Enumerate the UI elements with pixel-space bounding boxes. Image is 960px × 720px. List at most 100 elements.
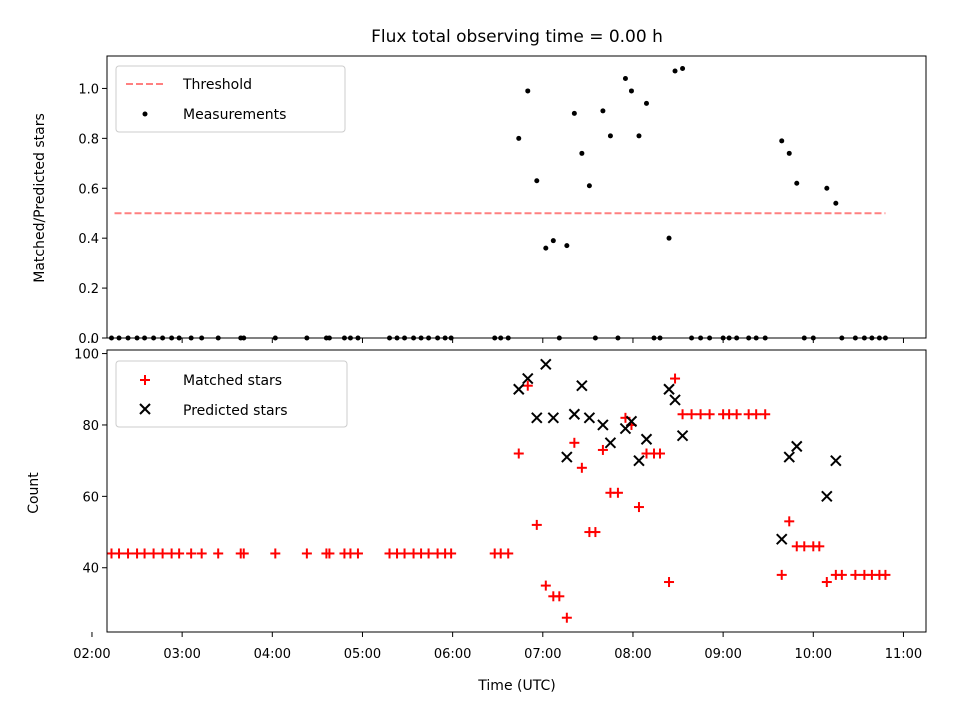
matched-star-point (324, 548, 335, 559)
matched-star-point (695, 409, 706, 420)
bottom-y-ticks: 40 60 80 100 (74, 348, 107, 577)
matched-star-point (597, 444, 608, 455)
x-tick-label: 08:00 (614, 647, 651, 662)
measurement-point (628, 88, 634, 94)
matched-star-point (590, 527, 601, 538)
x-tick-label: 11:00 (885, 647, 922, 662)
matched-star-point (446, 548, 457, 559)
bottom-legend: Matched stars Predicted stars (115, 360, 348, 428)
measurement-point (586, 183, 592, 189)
matched-star-point (399, 548, 410, 559)
matched-star-point (814, 541, 825, 552)
measurement-point (579, 150, 585, 156)
matched-star-point (576, 462, 587, 473)
measurement-point (794, 180, 800, 186)
top-panel: Matched/Predicted stars 0.0 0.2 0.4 0.6 0.8 1… (32, 55, 927, 347)
x-tick-label: 03:00 (163, 647, 200, 662)
top-marks (109, 65, 888, 341)
legend-predicted-label: Predicted stars (183, 403, 288, 419)
matched-star-point (554, 591, 565, 602)
x-tick-label: 04:00 (254, 647, 291, 662)
matched-star-point (686, 409, 697, 420)
measurement-point (600, 108, 606, 114)
top-y-tick-label: 0.4 (78, 232, 99, 247)
top-y-tick-label: 0.2 (78, 282, 99, 297)
matched-star-point (301, 548, 312, 559)
matched-star-point (174, 548, 185, 559)
top-legend: Threshold Measurements (115, 65, 346, 133)
predicted-star-point (561, 451, 573, 463)
top-y-tick-label: 0.8 (78, 132, 99, 147)
top-y-axis-label: Matched/Predicted stars (32, 113, 48, 283)
x-tick-label: 10:00 (795, 647, 832, 662)
matched-star-point (731, 409, 742, 420)
matched-star-point (148, 548, 159, 559)
legend-matched-label: Matched stars (183, 373, 282, 389)
measurement-point (833, 200, 839, 206)
bottom-panel: Count Time (UTC) 40 60 80 100 02:00 03:00 04:… (26, 348, 927, 694)
measurement-point (516, 135, 522, 141)
matched-star-point (821, 577, 832, 588)
predicted-star-point (576, 379, 588, 392)
legend-threshold-label: Threshold (182, 77, 252, 93)
predicted-star-point (597, 419, 609, 431)
measurement-point (672, 68, 678, 74)
predicted-star-point (776, 533, 788, 545)
matched-star-point (114, 548, 125, 559)
matched-star-point (352, 548, 363, 559)
matched-star-point (612, 487, 623, 498)
bottom-legend-box (115, 360, 348, 428)
matched-star-point (664, 577, 675, 588)
legend-measurements-label: Measurements (183, 107, 286, 123)
predicted-star-point (783, 451, 795, 463)
bottom-marks (106, 358, 891, 623)
bottom-y-tick-label: 80 (82, 419, 99, 434)
matched-star-point (123, 548, 134, 559)
matched-star-point (561, 612, 572, 623)
matched-star-point (836, 569, 847, 580)
matched-star-point (784, 516, 795, 527)
top-legend-box (115, 65, 346, 133)
measurement-point (525, 88, 531, 94)
matched-star-point (186, 548, 197, 559)
x-tick-label: 07:00 (524, 647, 561, 662)
bottom-x-ticks: 02:00 03:00 04:00 05:00 06:00 07:00 08:00 09:00… (73, 632, 922, 662)
bottom-y-tick-label: 40 (82, 562, 99, 577)
matched-star-point (569, 437, 580, 448)
measurement-point (571, 110, 577, 116)
matched-star-point (522, 380, 533, 391)
matched-star-point (633, 502, 644, 513)
measurement-point (550, 238, 556, 244)
predicted-star-point (821, 490, 833, 503)
legend-matched-swatch (140, 375, 150, 385)
matched-star-point (270, 548, 281, 559)
top-y-tick-label: 0.0 (78, 332, 99, 347)
legend-predicted-swatch (139, 403, 151, 415)
matched-star-point (213, 548, 224, 559)
predicted-star-point (583, 412, 596, 424)
matched-star-point (799, 541, 810, 552)
matched-star-point (760, 409, 771, 420)
matched-star-point (139, 548, 150, 559)
bottom-y-tick-label: 60 (82, 490, 99, 505)
measurement-point (534, 178, 540, 184)
matched-star-point (503, 548, 514, 559)
matched-star-point (880, 569, 891, 580)
matched-star-point (655, 448, 666, 459)
measurement-point (786, 150, 792, 156)
predicted-star-point (669, 394, 681, 406)
matched-star-point (157, 548, 168, 559)
predicted-star-point (791, 440, 803, 453)
predicted-star-point (676, 429, 689, 442)
matched-star-point (423, 548, 434, 559)
measurement-point (622, 75, 628, 81)
measurement-point (564, 243, 570, 249)
top-y-tick-label: 1.0 (78, 82, 99, 97)
matched-star-point (531, 519, 542, 530)
measurement-point (680, 65, 686, 71)
measurement-point (607, 133, 613, 139)
matched-star-point (677, 409, 688, 420)
predicted-star-point (531, 412, 543, 424)
measurement-point (643, 100, 649, 106)
